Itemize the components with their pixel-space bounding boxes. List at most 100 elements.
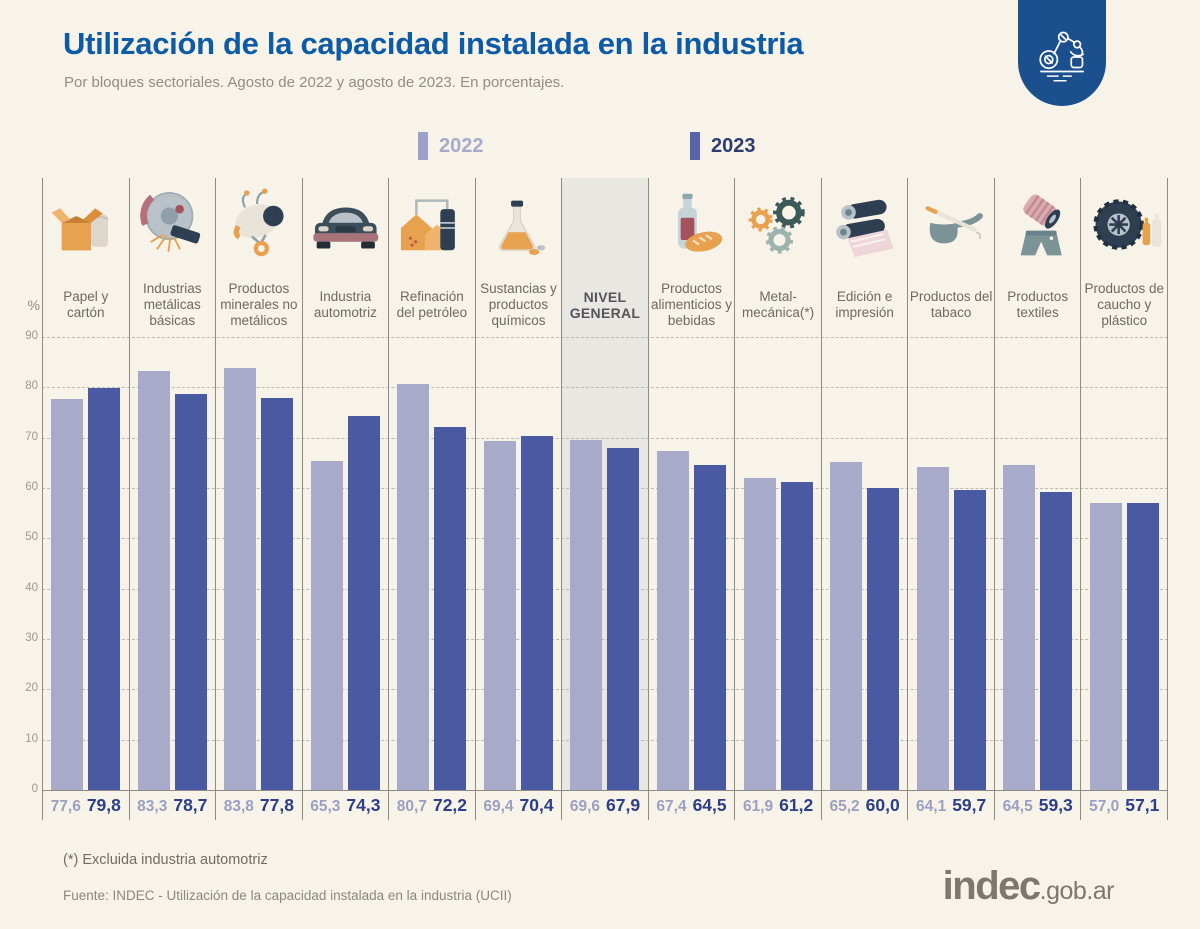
bar-group [130,337,216,790]
bar-group [303,337,389,790]
bar-2023 [88,388,121,790]
value-labels: 65,2 60,0 [822,795,908,816]
gridline [42,639,1168,640]
indec-logo: indec .gob.ar [942,864,1115,909]
y-tick-label: 90 [25,330,38,342]
bar-2022 [397,383,430,790]
bar-group [735,337,821,790]
gridline [42,739,1168,741]
y-tick-label: 20 [25,682,38,695]
value-labels: 61,9 61,2 [735,795,821,816]
bar-2023 [434,426,467,790]
bar-2022 [137,370,170,790]
legend-label-2022: 2022 [439,134,484,157]
value-labels: 69,6 67,9 [562,795,648,816]
legend-item-2022: 2022 [418,132,484,160]
category-column: Productos minerales no metálicos 83,8 77,8 [215,178,302,820]
category-column: Papel y cartón 77,6 79,8 [42,178,129,820]
gridline-layer [42,178,1168,791]
grouped-bar-chart: Papel y cartón 77,6 79,8 Industrias metálic… [42,178,1168,820]
category-label: Productos minerales no metálicos [220,281,298,328]
bar-group [389,337,475,790]
bar-2023 [520,435,553,790]
gridline [42,538,1168,540]
bar-2022 [743,478,776,790]
printing-rolls-icon [822,181,908,274]
legend-swatch-2022 [418,132,428,160]
category-label: NIVEL GENERAL [569,289,641,321]
category-column: NIVEL GENERAL 69,6 67,9 [561,178,648,820]
bar-group [43,337,129,790]
legend-swatch-2023 [690,132,700,160]
indec-logo-text: indec [942,864,1041,908]
category-column: Industrias metálicas básicas 83,3 78,7 [128,178,216,820]
y-tick-label: 40 [25,581,38,594]
y-tick-label: 60 [25,481,38,493]
source-note: Fuente: INDEC - Utilización de la capaci… [63,888,512,903]
value-2022: 64,1 [916,798,947,815]
bar-2023 [261,398,294,790]
gridline [42,588,1168,590]
legend-item-2023: 2023 [690,132,756,160]
y-tick-label: 80 [25,380,38,393]
bar-group [562,337,648,790]
category-label: Edición e impresión [835,289,894,320]
bar-2022 [1089,503,1122,790]
bar-2022 [51,399,84,790]
value-2022: 80,7 [396,798,427,815]
category-column: Productos textiles 64,5 59,3 [993,178,1081,820]
value-2023: 61,2 [779,795,814,815]
value-2022: 83,8 [223,798,254,815]
value-2022: 69,4 [483,798,514,815]
bottle-bread-icon [649,181,735,274]
value-2022: 77,6 [50,798,81,815]
value-labels: 80,7 72,2 [389,795,475,816]
category-column: Industria automotriz 65,3 74,3 [301,178,389,820]
bar-group [216,337,302,790]
gridline [42,387,1168,389]
bar-2023 [347,416,380,790]
y-tick-label: 10 [25,732,38,745]
value-2023: 59,3 [1038,795,1073,815]
y-tick-label: 70 [25,430,38,443]
tire-bottles-icon [1081,181,1167,274]
legend-label-2023: 2023 [711,134,756,157]
bar-2022 [657,450,690,790]
bar-2023 [780,482,813,790]
value-2023: 70,4 [519,795,554,815]
category-columns: Papel y cartón 77,6 79,8 Industrias metálic… [42,178,1168,820]
value-2023: 72,2 [432,795,468,815]
value-2022: 67,4 [656,798,687,815]
bar-2023 [1126,502,1159,790]
bar-2022 [570,439,603,790]
value-2022: 65,2 [829,798,860,815]
bar-2023 [1040,491,1073,790]
cardboard-box-icon [43,181,129,274]
value-2023: 57,1 [1125,795,1160,815]
page-title: Utilización de la capacidad instalada en… [63,26,804,61]
value-2022: 64,5 [1002,798,1033,815]
bar-2023 [174,393,207,790]
car-icon [303,181,389,274]
category-label: Productos alimenticios y bebidas [651,281,733,328]
tobacco-pipe-icon [908,181,994,274]
gridline [42,437,1168,439]
bar-2023 [694,465,727,790]
value-labels: 64,1 59,7 [908,795,994,816]
gridline [42,337,1168,338]
value-2022: 65,3 [310,798,341,815]
value-labels: 64,5 59,3 [995,795,1081,816]
x-axis-baseline [42,790,1168,791]
category-column: Productos alimenticios y bebidas 67,4 64,5 [647,178,735,820]
industry-badge [1018,0,1106,106]
cement-mixer-icon [216,181,302,274]
category-label: Industria automotriz [313,289,377,320]
bar-2022 [224,368,257,790]
bar-2022 [830,461,863,790]
indec-logo-suffix: .gob.ar [1039,877,1115,905]
textile-shorts-icon [995,181,1081,274]
page-subtitle: Por bloques sectoriales. Agosto de 2022 … [64,74,565,91]
metal-grinder-icon [130,181,216,274]
value-labels: 83,8 77,8 [216,795,302,816]
